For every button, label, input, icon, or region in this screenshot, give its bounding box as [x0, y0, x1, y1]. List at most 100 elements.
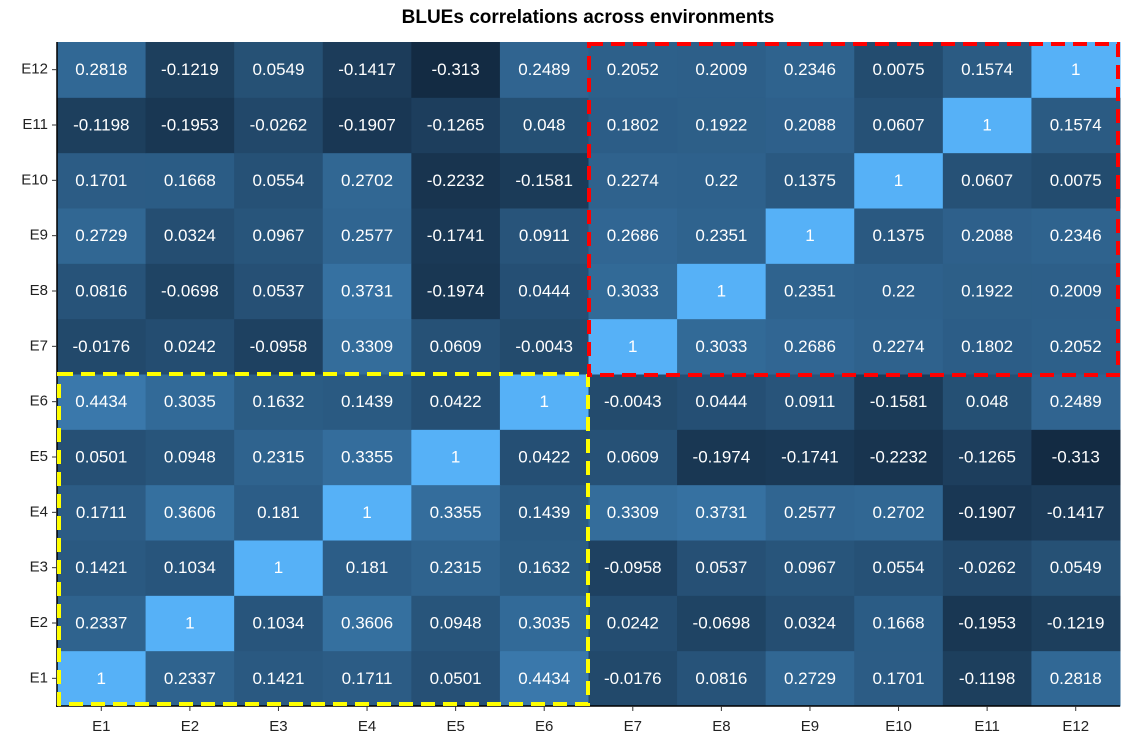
heatmap-cell	[57, 318, 147, 375]
cell-label: 0.2337	[75, 613, 127, 632]
cell-label: 0.1439	[341, 392, 393, 411]
cell-label: 1	[274, 558, 283, 577]
heatmap-cell	[234, 318, 324, 375]
x-tick-label: E12	[1062, 718, 1089, 735]
cell-label: 0.1922	[695, 115, 747, 134]
cell-label: -0.1265	[427, 115, 485, 134]
heatmap-cell	[677, 540, 767, 596]
heatmap-cell	[322, 374, 412, 430]
cell-label: 0.0324	[784, 613, 836, 632]
heatmap-cell	[942, 97, 1032, 154]
cell-label: 0.2346	[784, 60, 836, 79]
cell-label: 0.2351	[695, 226, 747, 245]
heatmap-cell	[765, 484, 855, 541]
heatmap-cell	[677, 429, 767, 486]
cell-label: -0.1198	[73, 115, 129, 134]
heatmap-cell	[234, 152, 324, 209]
cell-label: -0.0698	[693, 613, 751, 632]
cell-label: 0.1701	[75, 171, 127, 190]
heatmap-cell	[765, 595, 855, 652]
heatmap-cell	[942, 263, 1032, 320]
heatmap-cell	[1031, 540, 1121, 596]
heatmap-cell	[1031, 42, 1121, 98]
cell-label: 0.1421	[75, 558, 127, 577]
cell-label: 0.1668	[164, 171, 216, 190]
cell-label: -0.0262	[250, 115, 308, 134]
cell-label: 0.1632	[252, 392, 304, 411]
cell-label: 0.0816	[695, 669, 747, 688]
x-tick-label: E5	[446, 718, 464, 735]
cell-label: -0.2232	[427, 171, 485, 190]
heatmap-cell	[854, 595, 944, 652]
heatmap-cell	[854, 42, 944, 98]
heatmap-cell	[411, 152, 501, 209]
cell-label: -0.1741	[427, 226, 485, 245]
cell-label: 0.0948	[164, 447, 216, 466]
cell-label: -0.0176	[604, 669, 662, 688]
heatmap-cell	[588, 540, 678, 596]
heatmap-cell	[1031, 374, 1121, 430]
heatmap-cell	[942, 208, 1032, 264]
cell-label: 0.2818	[75, 60, 127, 79]
cell-label: -0.313	[1052, 447, 1100, 466]
x-tick-label: E11	[974, 718, 1000, 735]
cell-label: -0.0958	[604, 558, 662, 577]
cell-label: 0.2818	[1050, 669, 1102, 688]
cell-label: -0.1953	[958, 613, 1016, 632]
heatmap-cell	[322, 208, 412, 264]
cell-label: 0.0324	[164, 226, 216, 245]
x-tick-label: E4	[358, 718, 376, 735]
cell-label: 0.4434	[75, 392, 127, 411]
cell-label: 0.1574	[1050, 115, 1102, 134]
cell-label: 0.1711	[76, 503, 127, 522]
heatmap-cell	[145, 208, 235, 264]
heatmap-cell	[322, 429, 412, 486]
y-tick-label: E11	[22, 116, 48, 133]
heatmap-cell	[322, 650, 412, 707]
cell-label: 0.2702	[341, 171, 393, 190]
heatmap-cell	[942, 484, 1032, 541]
cell-label: 0.1922	[961, 281, 1013, 300]
cell-label: -0.1417	[338, 60, 396, 79]
cell-label: 0.2088	[961, 226, 1013, 245]
cell-label: 0.0444	[695, 392, 747, 411]
cell-label: 0.3035	[164, 392, 216, 411]
cell-label: 0.181	[346, 558, 389, 577]
heatmap-cell	[234, 42, 324, 98]
x-tick-label: E9	[801, 718, 819, 735]
cell-label: 0.2315	[430, 558, 482, 577]
cell-label: 0.1439	[518, 503, 570, 522]
heatmap-cell	[1031, 97, 1121, 154]
cell-label: 0.2274	[873, 337, 925, 356]
cell-label: 0.0075	[873, 60, 925, 79]
cell-label: 0.2686	[784, 337, 836, 356]
x-tick-label: E7	[624, 718, 642, 735]
cell-label: 0.0967	[252, 226, 304, 245]
heatmap-cell	[588, 595, 678, 652]
heatmap-cell	[499, 208, 589, 264]
heatmap-cell	[942, 595, 1032, 652]
heatmap-cell	[322, 263, 412, 320]
heatmap-cell	[57, 208, 147, 264]
cell-label: 0.0242	[607, 613, 659, 632]
cell-label: 0.2489	[1050, 392, 1102, 411]
heatmap-cell	[588, 97, 678, 154]
heatmap-cell	[499, 650, 589, 707]
cell-label: 0.2702	[873, 503, 925, 522]
heatmap-cell	[57, 595, 147, 652]
cell-label: 0.0537	[252, 281, 304, 300]
cell-label: 0.1668	[873, 613, 925, 632]
heatmap-cell	[411, 263, 501, 320]
heatmap-cell	[499, 318, 589, 375]
heatmap-cell	[765, 42, 855, 98]
cell-label: 0.3033	[695, 337, 747, 356]
heatmap-cell	[57, 42, 147, 98]
heatmap-cell	[57, 97, 147, 154]
cell-label: -0.1219	[1047, 613, 1105, 632]
heatmap-cell	[322, 595, 412, 652]
heatmap-cell	[677, 152, 767, 209]
cell-label: 0.2729	[784, 669, 836, 688]
group-box-red	[587, 42, 1120, 377]
heatmap-cell	[854, 152, 944, 209]
cell-label: 0.0609	[430, 337, 482, 356]
